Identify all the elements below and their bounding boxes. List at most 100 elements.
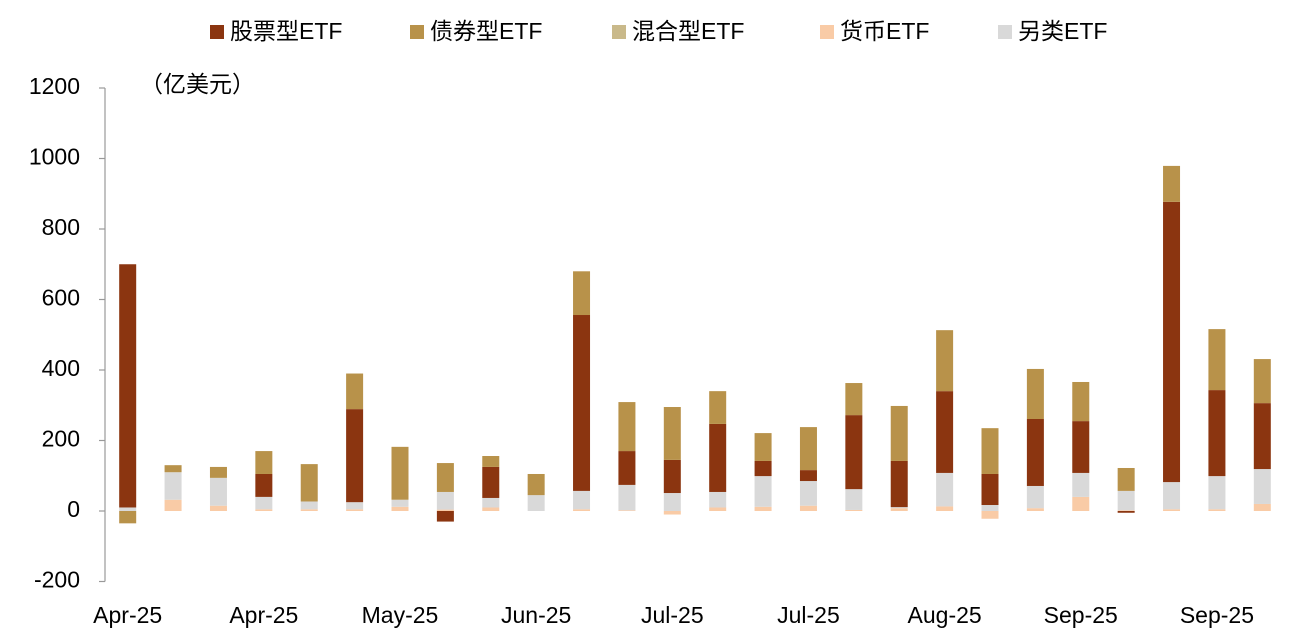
bar-segment (1072, 421, 1090, 473)
bar-segment (1208, 329, 1226, 391)
bar-segment (391, 506, 409, 511)
bar-segment (255, 473, 273, 497)
bar-segment (1117, 511, 1135, 513)
bar-segment (618, 510, 636, 511)
bar-segment (1208, 509, 1226, 511)
bar-segment (981, 428, 999, 474)
bar-segment (346, 409, 364, 503)
y-tick-label: 0 (67, 496, 80, 522)
bar-segment (1072, 496, 1090, 511)
bar-segment (799, 505, 817, 511)
bar-segment (754, 506, 772, 511)
bar-segment (1253, 403, 1271, 470)
bar-segment (709, 391, 727, 424)
bar-segment (255, 451, 273, 474)
bar-segment (1026, 485, 1044, 509)
legend-swatch (998, 25, 1012, 39)
bar-segment (527, 473, 545, 496)
bar-segment (573, 509, 591, 511)
x-tick-label: Aug-25 (908, 602, 982, 628)
bar-segment (799, 470, 817, 482)
bar-segment (1026, 418, 1044, 486)
bar-segment (1253, 503, 1271, 511)
bar-segment (799, 427, 817, 471)
bar-segment (255, 496, 273, 510)
bar-segment (936, 472, 954, 507)
bar-segment (1208, 476, 1226, 510)
bar-segment (845, 415, 863, 490)
bar-segment (936, 391, 954, 473)
bar-segment (482, 456, 500, 467)
bar-segment (436, 463, 454, 492)
bar-segment (573, 271, 591, 316)
legend-label: 另类ETF (1018, 18, 1107, 44)
x-tick-label: Sep-25 (1180, 602, 1254, 628)
bar-segment (1072, 472, 1090, 497)
y-tick-label: 1200 (29, 73, 80, 99)
bar-segment (119, 511, 137, 524)
bar-segment (845, 383, 863, 416)
bar-segment (300, 501, 318, 510)
x-tick-label: Apr-25 (229, 602, 298, 628)
bar-segment (1208, 390, 1226, 477)
bar-segment (300, 464, 318, 502)
bar-segment (527, 495, 545, 511)
bar-segment (1117, 467, 1135, 491)
bar-segment (391, 499, 409, 507)
bar-segment (209, 505, 227, 511)
bar-segment (482, 466, 500, 498)
bar-segment (936, 330, 954, 392)
bar-segment (981, 505, 999, 511)
bar-segment (618, 402, 636, 452)
bar-segment (119, 507, 137, 511)
bar-segment (618, 484, 636, 511)
bar-segment (709, 423, 727, 492)
legend-label: 股票型ETF (230, 18, 342, 44)
y-tick-label: 600 (42, 285, 80, 311)
y-tick-label: 200 (42, 426, 80, 452)
bar-segment (663, 493, 681, 511)
bar-segment (1072, 381, 1090, 422)
bar-segment (754, 460, 772, 477)
unit-label: （亿美元） (140, 71, 255, 97)
y-tick-label: 800 (42, 214, 80, 240)
bar-segment (573, 315, 591, 491)
bar-segment (1163, 201, 1181, 483)
bar-segment (482, 507, 500, 511)
bar-segment (209, 477, 227, 506)
bar-segment (709, 491, 727, 508)
bar-segment (573, 490, 591, 510)
bar-segment (754, 433, 772, 461)
x-tick-label: Jul-25 (641, 602, 704, 628)
bar-segment (255, 509, 273, 511)
bar-segment (436, 509, 454, 511)
bar-segment (663, 459, 681, 494)
bar-segment (663, 407, 681, 460)
bar-segment (754, 476, 772, 507)
bar-segment (346, 502, 364, 510)
bar-segment (981, 473, 999, 506)
bar-segment (709, 507, 727, 511)
bar-segment (890, 405, 908, 461)
bar-segment (391, 446, 409, 500)
bar-segment (119, 264, 137, 508)
bar-segment (799, 481, 817, 506)
bar-segment (1026, 368, 1044, 419)
x-tick-label: May-25 (362, 602, 439, 628)
legend-label: 货币ETF (840, 18, 929, 44)
bar-segment (845, 509, 863, 511)
x-tick-label: Apr-25 (93, 602, 162, 628)
bar-segment (890, 508, 908, 511)
legend-label: 债券型ETF (430, 18, 542, 44)
bar-segment (845, 489, 863, 510)
bar-segment (1163, 509, 1181, 511)
bar-segment (1163, 165, 1181, 202)
bar-segment (1026, 508, 1044, 511)
bar-segment (981, 511, 999, 519)
legend-swatch (820, 25, 834, 39)
legend-swatch (612, 25, 626, 39)
legend-swatch (210, 25, 224, 39)
bar-segment (164, 472, 182, 500)
bar-segment (436, 491, 454, 510)
